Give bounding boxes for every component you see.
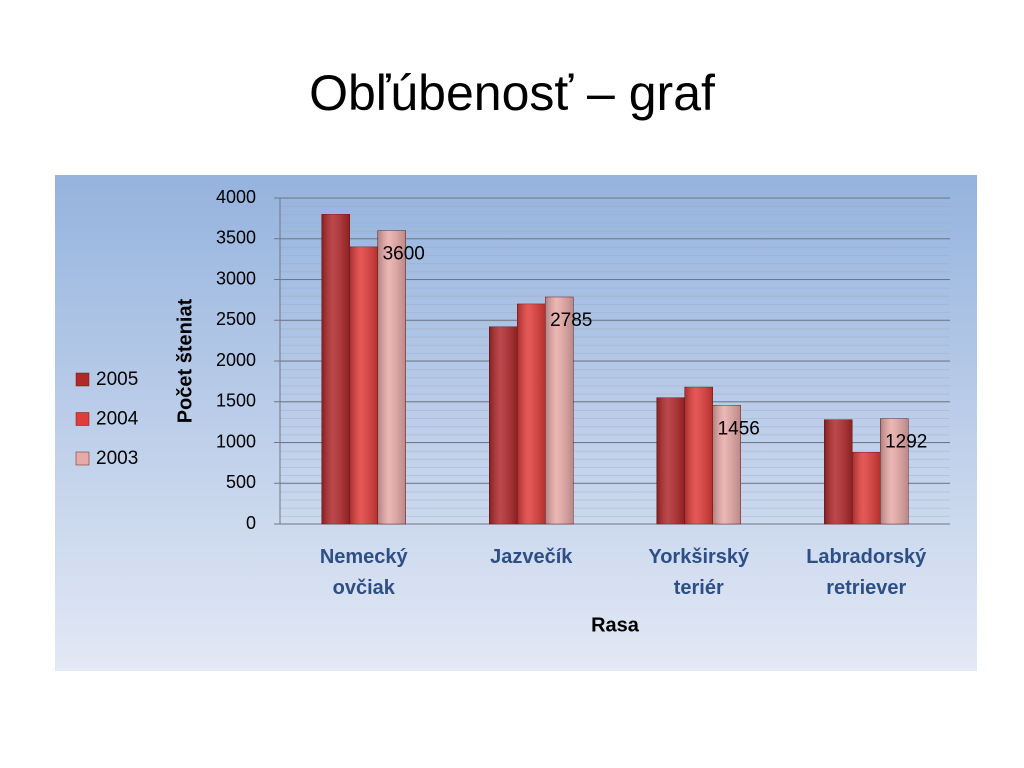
y-tick-label: 3500 [216,228,256,248]
bar-shine [517,303,546,524]
y-tick-label: 0 [246,513,256,533]
y-axis-title: Počet šteniat [174,298,196,423]
bar-shine [712,405,741,524]
x-tick-label: Jazvečík [490,546,573,568]
y-tick-label: 1000 [216,431,256,451]
y-tick-label: 500 [226,472,256,492]
legend-swatch [75,412,90,426]
y-tick-label: 3000 [216,268,256,288]
x-axis-title: Rasa [591,614,640,636]
legend-label: 2005 [96,369,138,390]
bar-shine [321,214,350,525]
bar-shine [656,397,685,524]
legend-swatch [75,451,90,466]
data-label: 1456 [718,418,760,439]
chart-title: Obľúbenosť – graf [309,65,715,121]
y-tick-label: 2500 [216,309,256,329]
bar-shine [824,419,853,524]
bar-shine [545,297,574,524]
bar-shine [349,246,378,524]
x-tick-label: Labradorský retriever [806,546,927,599]
legend-swatch [75,372,90,387]
y-tick-label: 1500 [216,391,256,411]
bar-shine [489,326,518,524]
bar-shine [880,418,909,524]
x-tick-label: Yorkširský teriér [648,546,750,599]
data-label: 1292 [885,432,927,453]
legend-label: 2003 [96,448,138,469]
bar-shine [852,452,881,524]
x-tick-label: Nemecký ovčiak [319,546,408,599]
bar-shine [684,387,713,524]
data-label: 2785 [550,310,592,331]
y-tick-label: 2000 [216,350,256,370]
y-tick-label: 4000 [216,187,256,207]
bar-shine [377,230,406,524]
legend-label: 2004 [96,409,139,430]
data-label: 3600 [383,244,425,265]
